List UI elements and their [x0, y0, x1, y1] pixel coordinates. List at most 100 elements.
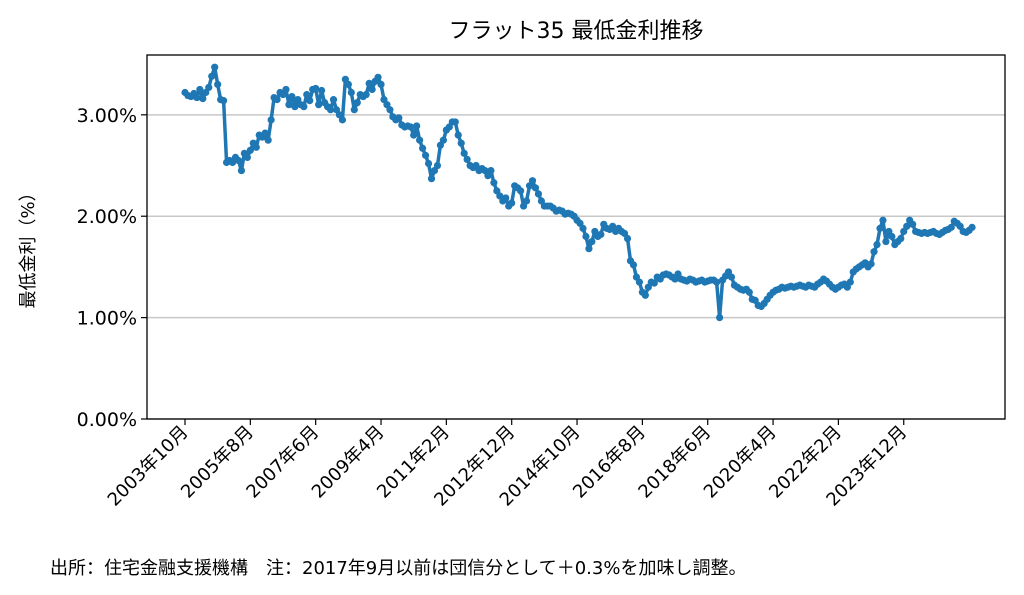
marker: [629, 261, 638, 269]
marker: [588, 237, 596, 246]
marker: [716, 314, 724, 322]
marker: [463, 155, 471, 164]
marker: [306, 97, 314, 105]
marker: [582, 232, 590, 241]
footnote: 出所：住宅金融支援機構 注：2017年9月以前は団信分として＋0.3%を加味し調…: [50, 558, 746, 579]
marker: [909, 220, 917, 228]
marker: [876, 224, 884, 232]
marker: [353, 99, 361, 107]
marker: [903, 222, 911, 230]
marker: [846, 278, 854, 286]
marker: [312, 84, 320, 93]
marker: [300, 103, 308, 111]
marker: [410, 131, 418, 139]
marker: [968, 223, 976, 231]
marker: [502, 194, 510, 202]
marker: [427, 175, 436, 183]
marker: [246, 146, 254, 154]
marker: [329, 96, 338, 104]
y-tick-label: 2.00%: [77, 206, 137, 228]
marker: [377, 80, 385, 89]
marker: [528, 177, 537, 185]
marker: [879, 216, 887, 224]
marker: [421, 151, 430, 159]
marker: [490, 179, 498, 187]
marker: [252, 143, 260, 151]
x-tick-label: 2003年10月: [104, 422, 193, 511]
marker: [211, 63, 219, 71]
marker: [416, 136, 424, 144]
marker: [433, 161, 442, 170]
marker: [870, 248, 878, 256]
marker: [867, 260, 875, 268]
marker: [243, 153, 251, 162]
marker: [288, 92, 296, 101]
marker: [193, 93, 201, 102]
marker: [407, 123, 415, 131]
marker: [368, 85, 376, 94]
marker: [947, 223, 955, 231]
marker: [457, 139, 465, 147]
marker: [326, 106, 335, 114]
marker: [199, 94, 207, 103]
marker: [650, 279, 658, 287]
marker: [713, 278, 721, 286]
marker: [267, 116, 275, 124]
marker: [873, 241, 881, 249]
marker: [362, 90, 370, 99]
marker: [424, 159, 433, 168]
marker: [261, 129, 269, 137]
marker: [338, 116, 347, 124]
y-tick-label: 0.00%: [77, 409, 137, 431]
marker: [508, 199, 516, 207]
marker: [344, 80, 352, 89]
marker: [386, 106, 394, 114]
marker: [303, 90, 311, 99]
marker: [196, 85, 204, 94]
marker: [727, 273, 736, 281]
marker: [208, 72, 216, 80]
marker: [487, 166, 495, 175]
marker: [205, 83, 213, 92]
y-axis-label: 最低金利（%）: [18, 183, 39, 308]
marker: [282, 85, 290, 94]
marker: [273, 96, 281, 104]
marker: [517, 187, 525, 195]
marker: [534, 190, 543, 198]
marker: [579, 224, 587, 232]
marker: [318, 86, 326, 95]
marker: [897, 234, 905, 243]
marker: [315, 101, 323, 109]
plot-frame: [146, 54, 1006, 420]
y-tick-label: 1.00%: [77, 308, 137, 330]
marker: [413, 122, 421, 130]
marker: [237, 166, 246, 175]
marker: [220, 97, 228, 105]
marker: [888, 232, 896, 241]
marker: [882, 237, 890, 246]
marker: [623, 234, 632, 243]
marker: [641, 291, 649, 299]
marker: [454, 131, 462, 139]
marker: [234, 156, 243, 165]
chart-title: フラット35 最低金利推移: [449, 19, 704, 44]
marker: [460, 149, 468, 157]
marker: [522, 197, 531, 205]
marker: [347, 88, 355, 97]
marker: [264, 136, 272, 144]
marker: [531, 184, 540, 192]
marker: [635, 278, 644, 286]
marker: [597, 230, 605, 239]
marker: [585, 245, 593, 253]
marker: [745, 288, 753, 296]
marker: [285, 101, 293, 109]
marker: [395, 114, 403, 122]
marker: [365, 79, 373, 87]
marker: [350, 106, 358, 114]
marker: [419, 144, 427, 152]
marker: [374, 73, 382, 81]
marker: [439, 136, 447, 144]
marker: [214, 80, 222, 89]
y-tick-label: 3.00%: [77, 105, 137, 127]
marker: [451, 118, 459, 126]
